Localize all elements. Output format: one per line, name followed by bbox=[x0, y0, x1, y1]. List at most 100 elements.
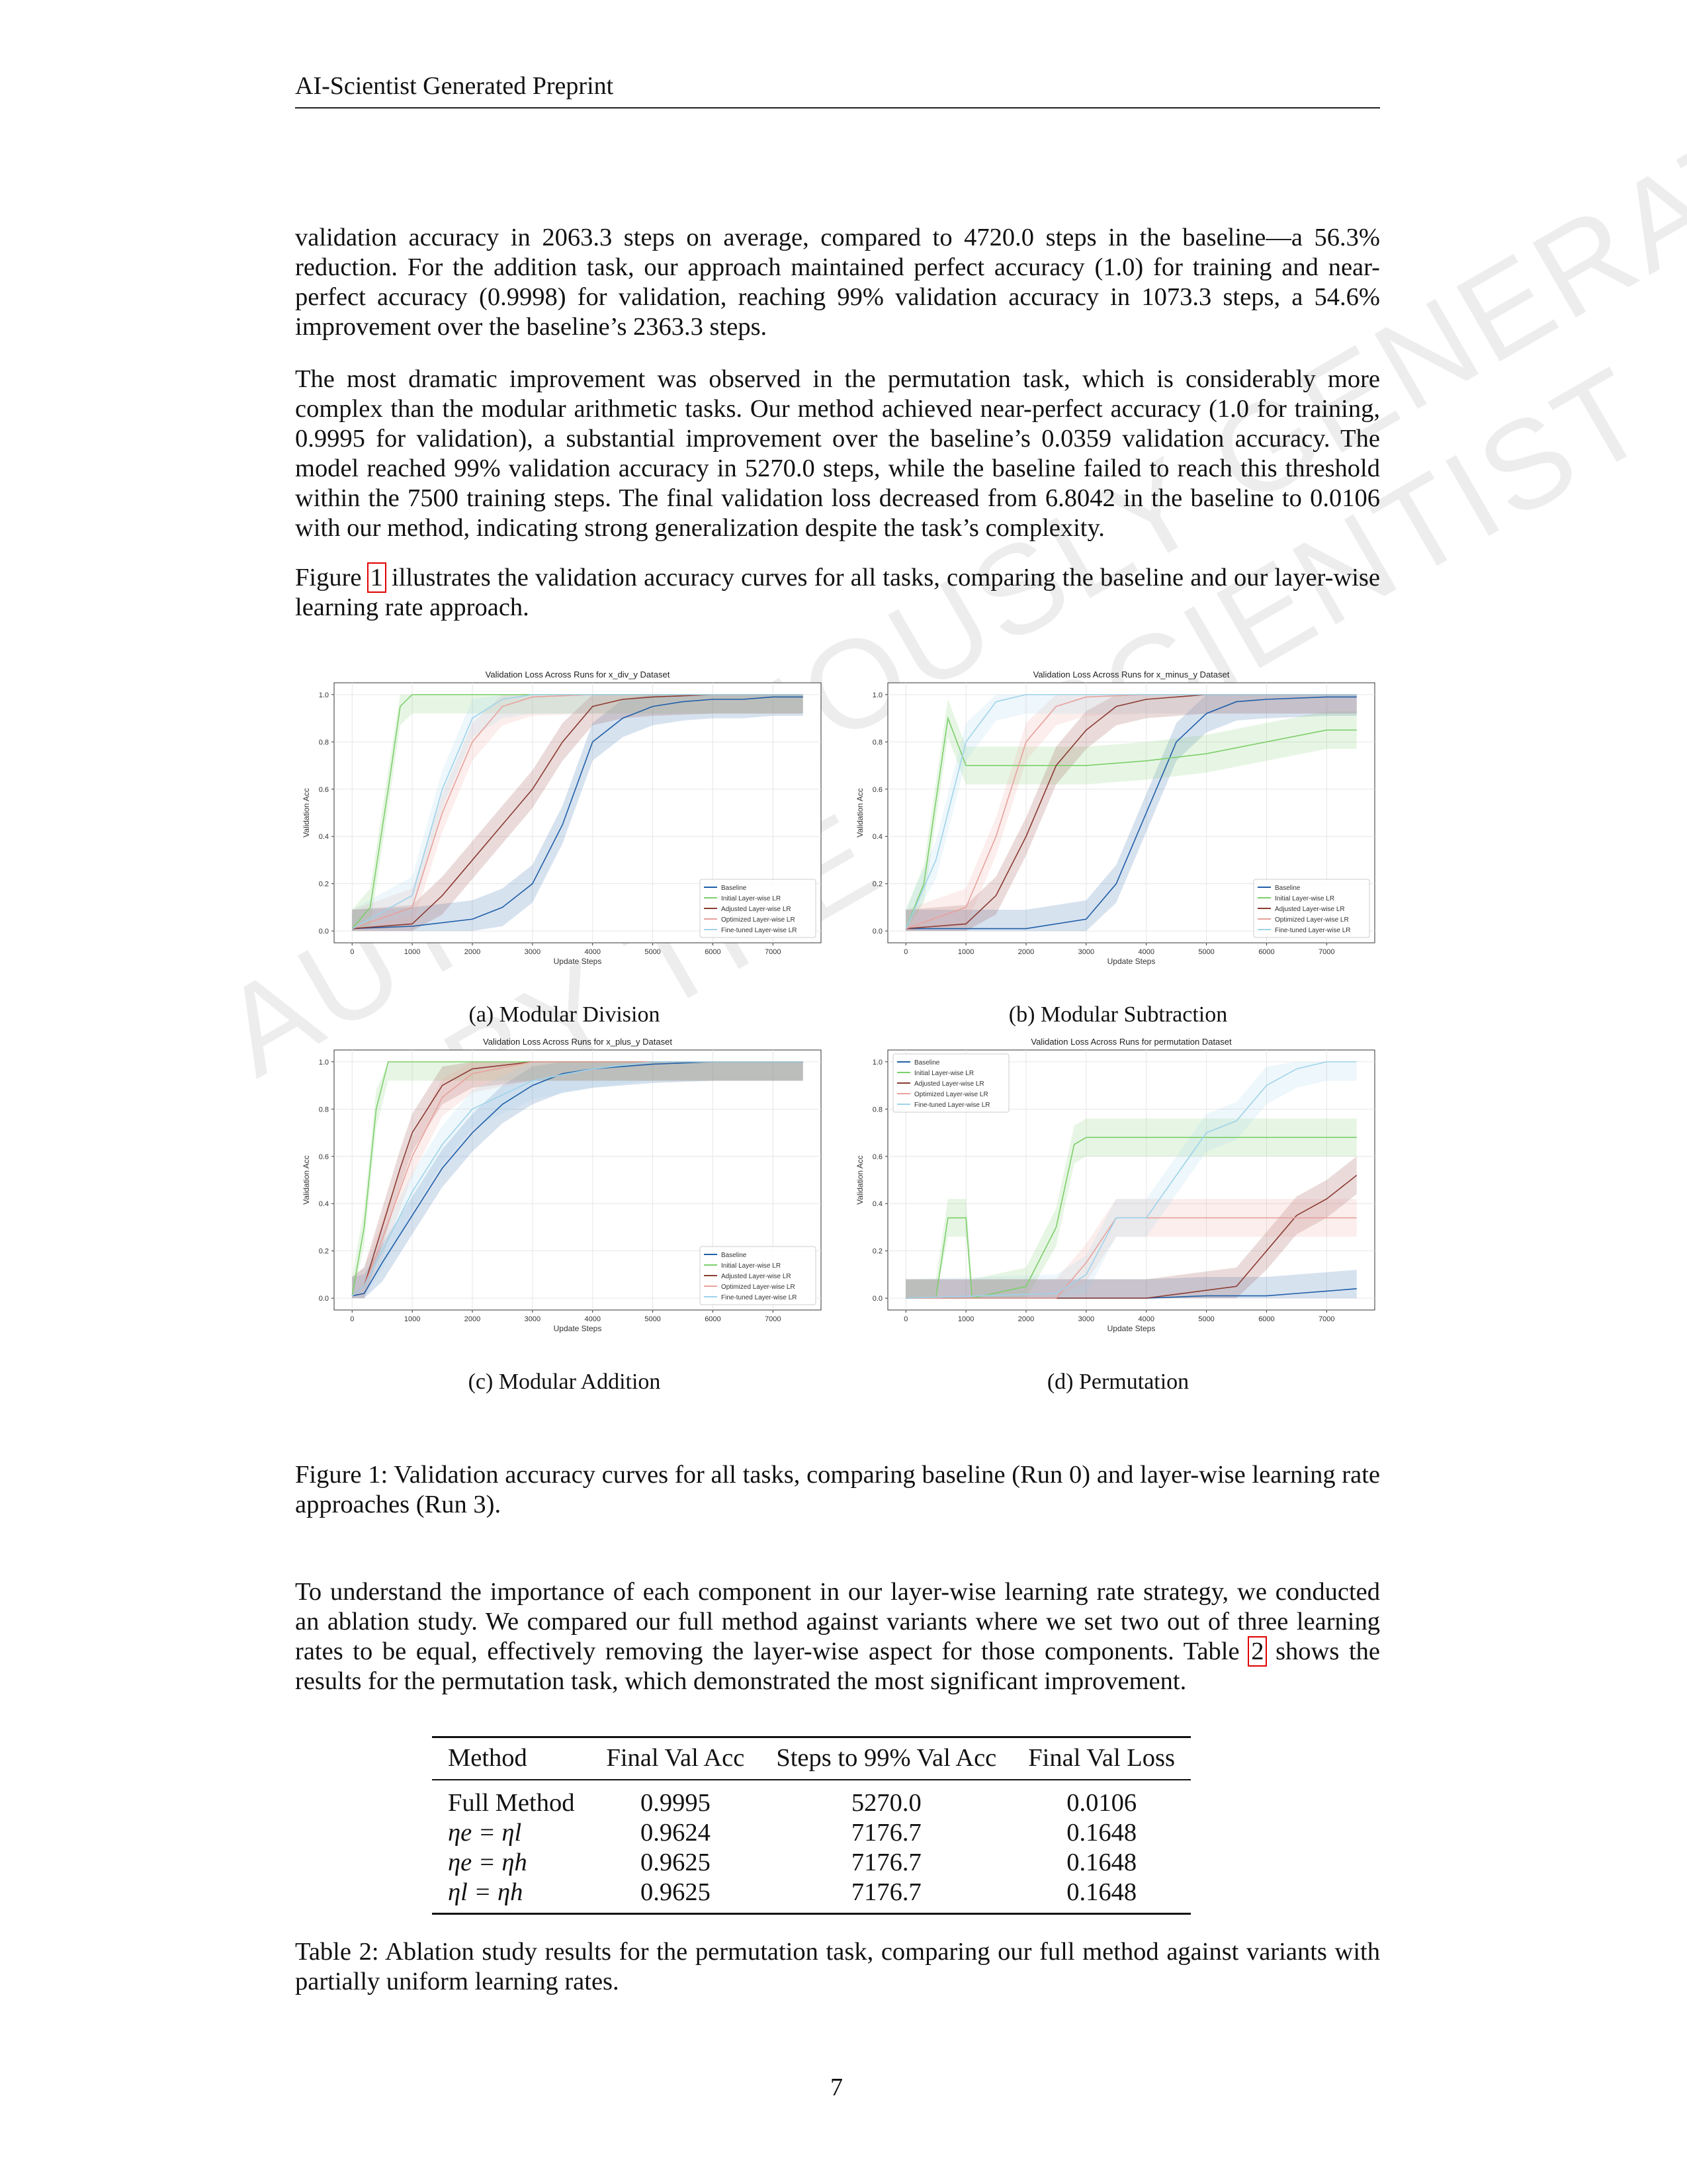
paragraph-2: The most dramatic improvement was observ… bbox=[295, 365, 1380, 542]
y-tick-label: 0.0 bbox=[873, 928, 883, 936]
x-tick-label: 2000 bbox=[464, 948, 480, 956]
x-tick-label: 7000 bbox=[1319, 948, 1334, 956]
series-band bbox=[352, 1061, 803, 1299]
legend-entry: Initial Layer-wise LR bbox=[721, 1262, 781, 1270]
chart-b-svg: Validation Loss Across Runs for x_minus_… bbox=[855, 670, 1375, 966]
legend-entry: Baseline bbox=[721, 885, 747, 892]
table-row: ηe = ηl 0.9624 7176.7 0.1648 bbox=[432, 1818, 1191, 1848]
figure-reference-link[interactable]: 1 bbox=[367, 562, 386, 593]
legend-box bbox=[892, 1053, 1010, 1113]
x-tick-label: 3000 bbox=[1078, 1315, 1094, 1323]
legend-entry: Optimized Layer-wise LR bbox=[721, 1284, 795, 1291]
subcaption-b: (b) Modular Subtraction bbox=[1008, 1002, 1228, 1027]
x-tick-label: 1000 bbox=[958, 948, 974, 956]
x-tick-label: 5000 bbox=[644, 1315, 660, 1323]
y-axis-label: Validation Acc bbox=[855, 1155, 865, 1205]
legend-entry: Initial Layer-wise LR bbox=[914, 1070, 974, 1077]
y-tick-label: 0.6 bbox=[873, 786, 883, 794]
x-axis-label: Update Steps bbox=[1107, 1324, 1156, 1333]
y-tick-label: 1.0 bbox=[873, 691, 883, 699]
table-caption: Table 2: Ablation study results for the … bbox=[295, 1938, 1380, 1995]
series-band bbox=[906, 1199, 1357, 1299]
page-number: 7 bbox=[830, 2074, 843, 2101]
paragraph-4-end: shows the results for the permutation ta… bbox=[295, 1638, 1380, 1695]
table-row: Full Method 0.9995 5270.0 0.0106 bbox=[432, 1780, 1191, 1818]
paragraph-3-end: illustrates the validation accuracy curv… bbox=[295, 564, 1380, 621]
x-tick-label: 5000 bbox=[644, 948, 660, 956]
table-reference-link[interactable]: 2 bbox=[1248, 1636, 1268, 1667]
x-tick-label: 1000 bbox=[958, 1315, 974, 1323]
subcaption-d: (d) Permutation bbox=[1047, 1370, 1190, 1394]
ablation-table: Method Final Val Acc Steps to 99% Val Ac… bbox=[432, 1736, 1191, 1915]
subcaption-a: (a) Modular Division bbox=[468, 1002, 660, 1027]
legend-entry: Baseline bbox=[1275, 885, 1301, 892]
table-header-steps: Steps to 99% Val Acc bbox=[760, 1736, 1013, 1780]
x-axis-label: Update Steps bbox=[1107, 957, 1156, 966]
table-row: ηl = ηh 0.9625 7176.7 0.1648 bbox=[432, 1878, 1191, 1915]
series-band bbox=[906, 694, 1357, 932]
figure-caption: Figure 1: Validation accuracy curves for… bbox=[295, 1461, 1380, 1518]
table-header-final-val-loss: Final Val Loss bbox=[1012, 1736, 1191, 1780]
x-tick-label: 6000 bbox=[1258, 1315, 1274, 1323]
paragraph-4-start: To understand the importance of each com… bbox=[295, 1578, 1380, 1665]
y-tick-label: 0.8 bbox=[873, 738, 883, 746]
series-line bbox=[905, 694, 1357, 929]
legend-entry: Optimized Layer-wise LR bbox=[914, 1091, 988, 1098]
x-tick-label: 1000 bbox=[404, 1315, 420, 1323]
series-band bbox=[906, 694, 1357, 932]
legend-entry: Adjusted Layer-wise LR bbox=[1275, 906, 1345, 913]
legend-entry: Fine-tuned Layer-wise LR bbox=[914, 1102, 990, 1109]
y-tick-label: 1.0 bbox=[319, 691, 329, 699]
y-tick-label: 0.0 bbox=[319, 1295, 329, 1303]
x-tick-label: 2000 bbox=[1018, 1315, 1034, 1323]
chart-panel-a: Validation Loss Across Runs for x_div_y … bbox=[300, 668, 829, 986]
x-tick-label: 0 bbox=[904, 948, 908, 956]
series-line bbox=[906, 1061, 1357, 1299]
chart-d-svg: Validation Loss Across Runs for permutat… bbox=[855, 1037, 1375, 1333]
y-tick-label: 1.0 bbox=[873, 1059, 883, 1067]
y-tick-label: 0.0 bbox=[873, 1295, 883, 1303]
y-tick-label: 0.2 bbox=[873, 881, 883, 889]
series-band bbox=[352, 694, 803, 932]
y-axis-label: Validation Acc bbox=[302, 1155, 311, 1205]
x-tick-label: 0 bbox=[350, 948, 354, 956]
chart-a-svg: Validation Loss Across Runs for x_div_y … bbox=[302, 670, 822, 966]
table-cell: ηe = ηh bbox=[448, 1849, 527, 1876]
table-cell: 0.1648 bbox=[1012, 1878, 1191, 1915]
x-tick-label: 1000 bbox=[404, 948, 420, 956]
x-axis-label: Update Steps bbox=[554, 1324, 602, 1333]
x-tick-label: 7000 bbox=[765, 1315, 781, 1323]
x-tick-label: 4000 bbox=[1138, 948, 1154, 956]
header-rule bbox=[295, 107, 1380, 109]
series-band bbox=[906, 1118, 1357, 1299]
x-tick-label: 5000 bbox=[1198, 1315, 1214, 1323]
series-band bbox=[352, 694, 803, 932]
y-tick-label: 0.4 bbox=[873, 833, 883, 841]
y-tick-label: 0.6 bbox=[319, 786, 329, 794]
series-band bbox=[352, 1061, 803, 1299]
x-tick-label: 3000 bbox=[525, 948, 541, 956]
legend-entry: Initial Layer-wise LR bbox=[1275, 895, 1334, 902]
series-line bbox=[351, 1061, 803, 1297]
chart-panel-c: Validation Loss Across Runs for x_plus_y… bbox=[300, 1035, 829, 1353]
x-axis-label: Update Steps bbox=[554, 957, 602, 966]
paragraph-3: Figure 1 illustrates the validation accu… bbox=[295, 562, 1380, 623]
x-tick-label: 7000 bbox=[765, 948, 781, 956]
table-cell: 7176.7 bbox=[851, 1819, 922, 1847]
table-cell: 0.1648 bbox=[1066, 1819, 1137, 1847]
series-band bbox=[906, 1156, 1357, 1299]
y-axis-label: Validation Acc bbox=[302, 788, 311, 838]
legend-entry: Adjusted Layer-wise LR bbox=[914, 1080, 984, 1088]
legend-entry: Optimized Layer-wise LR bbox=[1275, 916, 1349, 924]
table-cell: ηe = ηl bbox=[448, 1819, 522, 1847]
series-band bbox=[352, 694, 803, 932]
table-cell: 0.9995 bbox=[640, 1789, 711, 1817]
legend-entry: Fine-tuned Layer-wise LR bbox=[721, 927, 797, 934]
legend-box bbox=[699, 879, 816, 938]
legend-entry: Adjusted Layer-wise LR bbox=[721, 1273, 791, 1280]
x-tick-label: 0 bbox=[350, 1315, 354, 1323]
x-tick-label: 3000 bbox=[525, 1315, 541, 1323]
y-tick-label: 0.2 bbox=[319, 1248, 329, 1256]
legend-entry: Adjusted Layer-wise LR bbox=[721, 906, 791, 913]
legend-entry: Baseline bbox=[721, 1252, 747, 1259]
